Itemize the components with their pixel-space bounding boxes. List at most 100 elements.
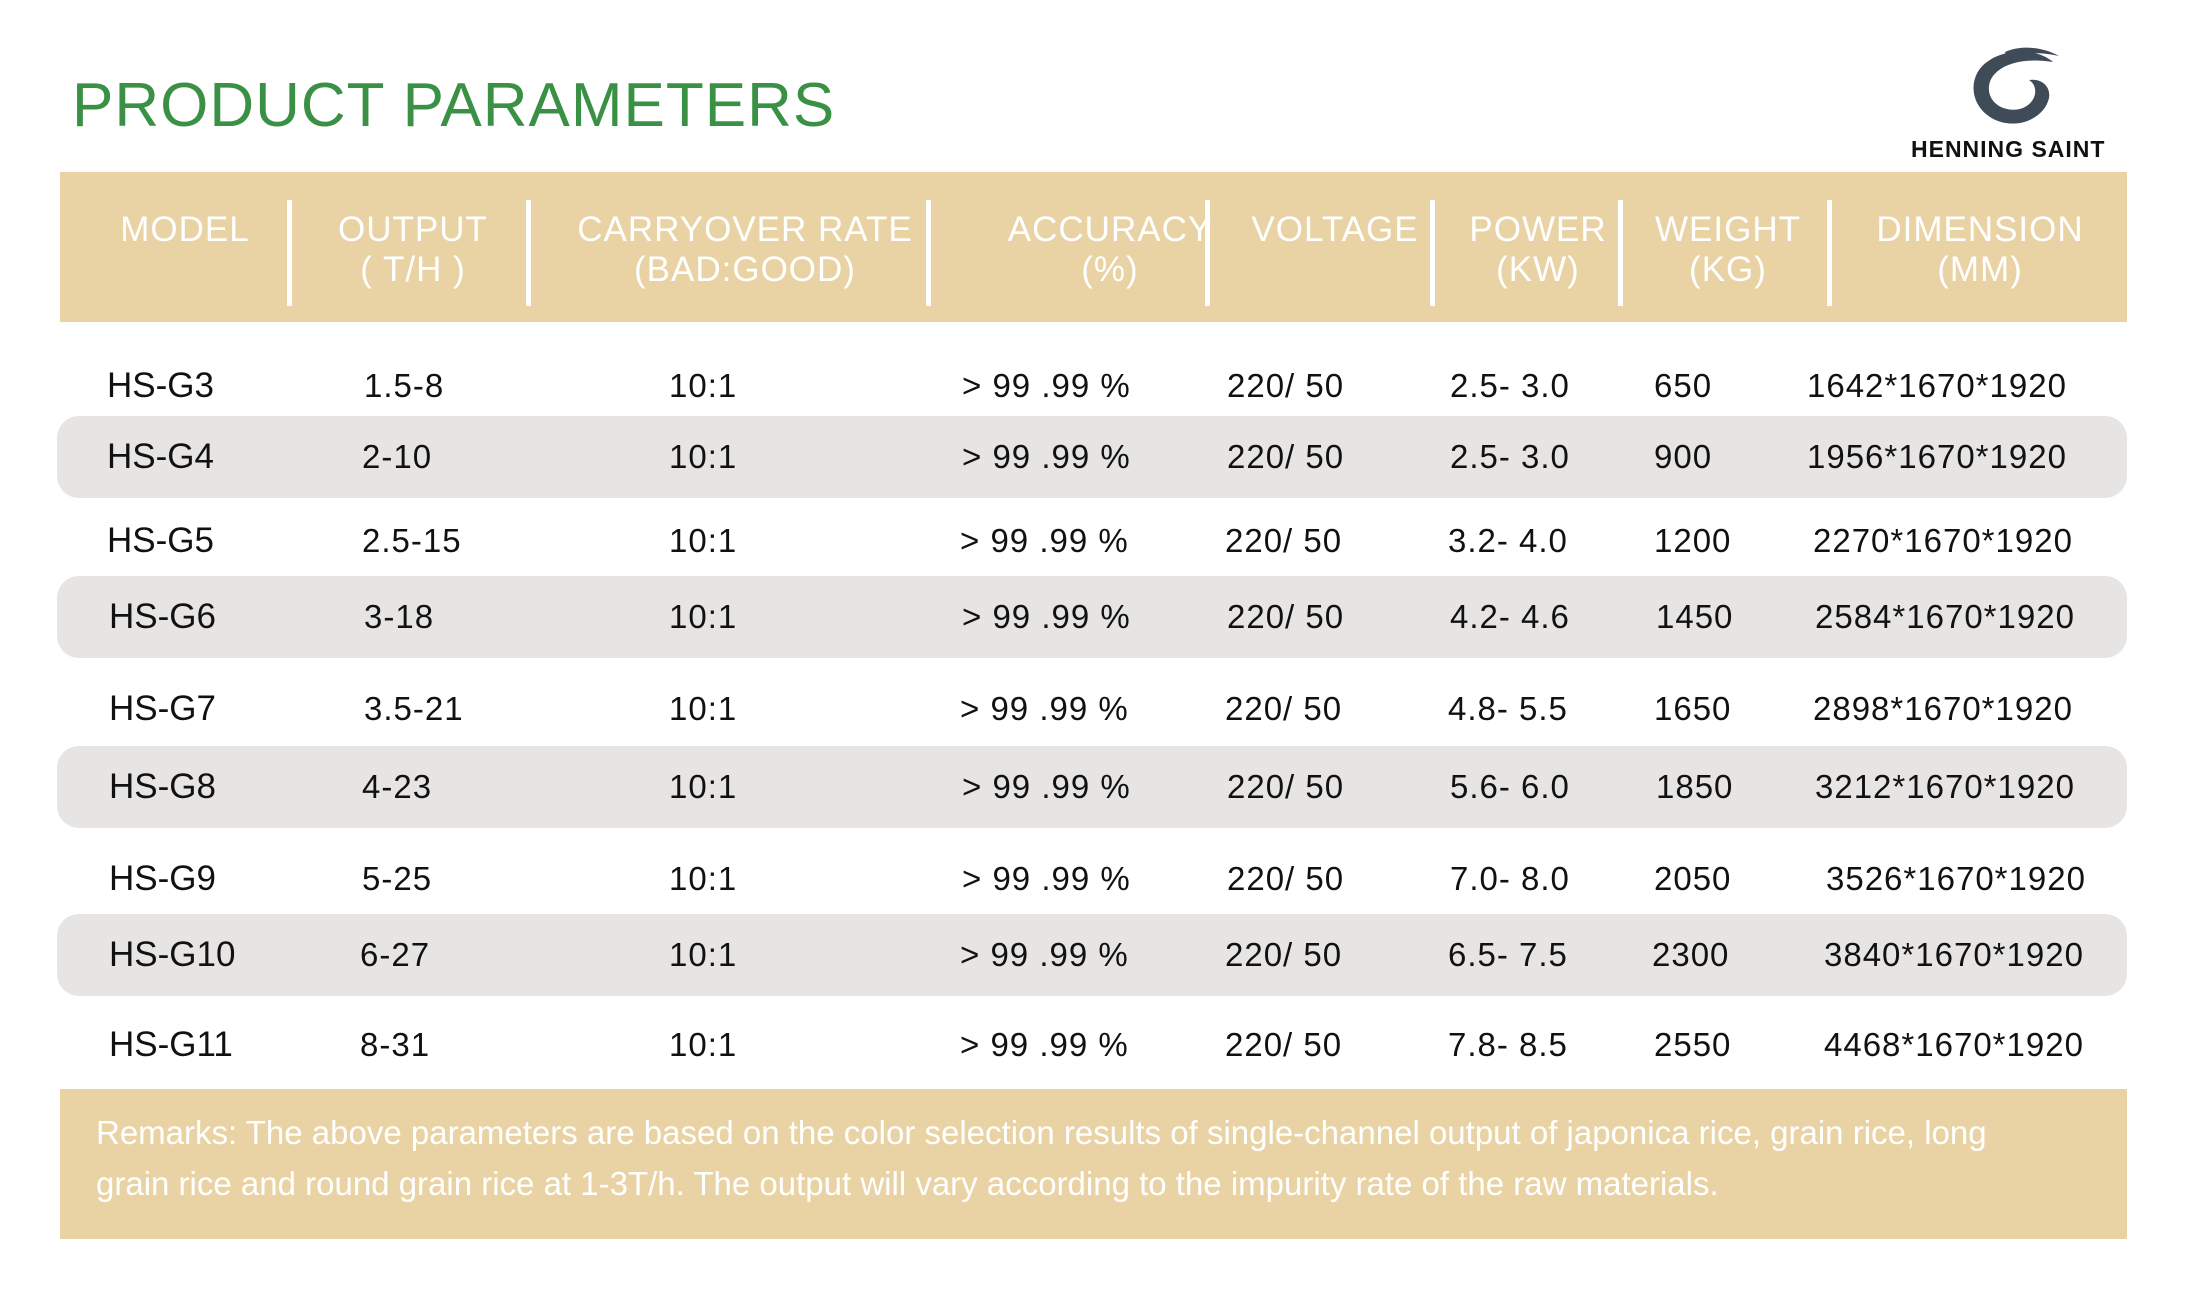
cell-model: HS-G5 — [107, 521, 214, 560]
header-power: POWER (KW) — [1469, 210, 1607, 289]
table-row: HS-G5 2.5-15 10:1 > 99 .99 % 220/ 50 3.2… — [57, 500, 2127, 582]
header-accuracy: ACCURACY (%) — [1007, 210, 1213, 289]
table-row: HS-G3 1.5-8 10:1 > 99 .99 % 220/ 50 2.5-… — [57, 345, 2127, 427]
cell-power: 7.8- 8.5 — [1448, 1026, 1568, 1063]
header-weight: WEIGHT (KG) — [1655, 210, 1801, 289]
header-divider — [526, 200, 531, 306]
cell-carryover: 10:1 — [669, 768, 738, 805]
brand-name: HENNING SAINT — [1911, 136, 2106, 162]
cell-voltage: 220/ 50 — [1227, 768, 1345, 805]
cell-model: HS-G6 — [109, 597, 216, 636]
header-divider — [1618, 200, 1623, 306]
cell-output: 3.5-21 — [364, 690, 464, 727]
cell-weight: 2550 — [1654, 1026, 1732, 1063]
cell-dimension: 2584*1670*1920 — [1815, 598, 2075, 635]
cell-output: 8-31 — [360, 1026, 431, 1063]
cell-model: HS-G11 — [109, 1025, 233, 1064]
header-model: MODEL — [120, 210, 250, 249]
cell-accuracy: > 99 .99 % — [960, 522, 1129, 559]
cell-voltage: 220/ 50 — [1225, 936, 1343, 973]
cell-voltage: 220/ 50 — [1227, 860, 1345, 897]
cell-output: 3-18 — [364, 598, 435, 635]
cell-dimension: 2270*1670*1920 — [1813, 522, 2073, 559]
cell-voltage: 220/ 50 — [1225, 522, 1343, 559]
cell-voltage: 220/ 50 — [1225, 1026, 1343, 1063]
remarks-text: Remarks: The above parameters are based … — [96, 1114, 1987, 1202]
cell-carryover: 10:1 — [669, 438, 738, 475]
cell-accuracy: > 99 .99 % — [962, 768, 1131, 805]
cell-accuracy: > 99 .99 % — [962, 860, 1131, 897]
header-voltage: VOLTAGE — [1251, 210, 1419, 249]
cell-accuracy: > 99 .99 % — [960, 1026, 1129, 1063]
cell-output: 2.5-15 — [362, 522, 462, 559]
cell-weight: 1650 — [1654, 690, 1732, 727]
header-carryover-rate: CARRYOVER RATE (BAD:GOOD) — [577, 210, 913, 289]
cell-model: HS-G10 — [109, 935, 236, 974]
cell-model: HS-G4 — [107, 437, 214, 476]
page-title: PRODUCT PARAMETERS — [72, 71, 836, 140]
cell-accuracy: > 99 .99 % — [962, 598, 1131, 635]
cell-voltage: 220/ 50 — [1227, 438, 1345, 475]
cell-output: 4-23 — [362, 768, 433, 805]
cell-dimension: 3840*1670*1920 — [1824, 936, 2084, 973]
brand-logo: HENNING SAINT — [1905, 44, 2135, 164]
cell-dimension: 1642*1670*1920 — [1807, 367, 2067, 404]
cell-dimension: 1956*1670*1920 — [1807, 438, 2067, 475]
table-row: HS-G8 4-23 10:1 > 99 .99 % 220/ 50 5.6- … — [57, 746, 2127, 828]
cell-power: 6.5- 7.5 — [1448, 936, 1568, 973]
cell-model: HS-G3 — [107, 366, 214, 405]
cell-voltage: 220/ 50 — [1227, 367, 1345, 404]
table-row: HS-G9 5-25 10:1 > 99 .99 % 220/ 50 7.0- … — [57, 838, 2127, 920]
cell-accuracy: > 99 .99 % — [962, 438, 1131, 475]
cell-weight: 1850 — [1656, 768, 1734, 805]
cell-model: HS-G7 — [109, 689, 216, 728]
cell-carryover: 10:1 — [669, 598, 738, 635]
cell-weight: 2300 — [1652, 936, 1730, 973]
header-divider — [1430, 200, 1435, 306]
table-row: HS-G4 2-10 10:1 > 99 .99 % 220/ 50 2.5- … — [57, 416, 2127, 498]
header-divider — [1205, 200, 1210, 306]
cell-weight: 1200 — [1654, 522, 1732, 559]
cell-model: HS-G9 — [109, 859, 216, 898]
cell-accuracy: > 99 .99 % — [960, 690, 1129, 727]
cell-carryover: 10:1 — [669, 367, 738, 404]
header-dimension: DIMENSION (MM) — [1876, 210, 2084, 289]
cell-weight: 650 — [1654, 367, 1713, 404]
table-row: HS-G6 3-18 10:1 > 99 .99 % 220/ 50 4.2- … — [57, 576, 2127, 658]
cell-output: 5-25 — [362, 860, 433, 897]
cell-power: 4.2- 4.6 — [1450, 598, 1570, 635]
cell-output: 2-10 — [362, 438, 433, 475]
remarks-panel: Remarks: The above parameters are based … — [60, 1089, 2127, 1239]
cell-output: 6-27 — [360, 936, 431, 973]
swirl-logo-icon — [1973, 47, 2059, 124]
cell-power: 5.6- 6.0 — [1450, 768, 1570, 805]
cell-dimension: 2898*1670*1920 — [1813, 690, 2073, 727]
table-row: HS-G10 6-27 10:1 > 99 .99 % 220/ 50 6.5-… — [57, 914, 2127, 996]
cell-power: 4.8- 5.5 — [1448, 690, 1568, 727]
cell-dimension: 3526*1670*1920 — [1826, 860, 2086, 897]
table-header: MODEL OUTPUT( T/H ) CARRYOVER RATE (BAD:G… — [60, 172, 2127, 322]
cell-output: 1.5-8 — [364, 367, 445, 404]
cell-dimension: 4468*1670*1920 — [1824, 1026, 2084, 1063]
cell-accuracy: > 99 .99 % — [962, 367, 1131, 404]
cell-carryover: 10:1 — [669, 690, 738, 727]
cell-voltage: 220/ 50 — [1225, 690, 1343, 727]
cell-power: 2.5- 3.0 — [1450, 367, 1570, 404]
cell-weight: 1450 — [1656, 598, 1734, 635]
cell-carryover: 10:1 — [669, 860, 738, 897]
table-row: HS-G7 3.5-21 10:1 > 99 .99 % 220/ 50 4.8… — [57, 668, 2127, 750]
header-divider — [926, 200, 931, 306]
table-row: HS-G11 8-31 10:1 > 99 .99 % 220/ 50 7.8-… — [57, 1004, 2127, 1086]
cell-carryover: 10:1 — [669, 936, 738, 973]
cell-power: 7.0- 8.0 — [1450, 860, 1570, 897]
cell-carryover: 10:1 — [669, 1026, 738, 1063]
header-divider — [287, 200, 292, 306]
cell-accuracy: > 99 .99 % — [960, 936, 1129, 973]
cell-voltage: 220/ 50 — [1227, 598, 1345, 635]
cell-dimension: 3212*1670*1920 — [1815, 768, 2075, 805]
header-divider — [1827, 200, 1832, 306]
cell-model: HS-G8 — [109, 767, 216, 806]
cell-power: 2.5- 3.0 — [1450, 438, 1570, 475]
header-output: OUTPUT( T/H ) — [338, 210, 488, 289]
cell-weight: 2050 — [1654, 860, 1732, 897]
